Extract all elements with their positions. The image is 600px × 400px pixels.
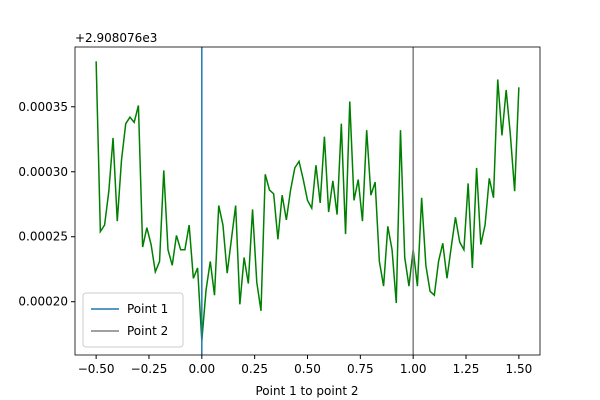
y-tick-label: 0.00035 xyxy=(18,100,68,114)
y-tick-label: 0.00030 xyxy=(18,165,68,179)
legend-label: Point 2 xyxy=(127,324,168,338)
y-offset-text: +2.908076e3 xyxy=(75,31,157,45)
data-line xyxy=(95,61,520,341)
x-tick-label: −0.25 xyxy=(131,362,168,376)
y-tick-label: 0.00020 xyxy=(18,295,68,309)
x-tick-label: 1.50 xyxy=(506,362,533,376)
legend-label: Point 1 xyxy=(127,302,168,316)
x-axis-label: Point 1 to point 2 xyxy=(256,384,359,398)
x-tick-label: 1.00 xyxy=(400,362,427,376)
axes-frame xyxy=(74,46,541,356)
x-tick-label: 0.50 xyxy=(294,362,321,376)
x-tick-label: 0.75 xyxy=(347,362,374,376)
x-tick-label: −0.50 xyxy=(78,362,115,376)
legend: Point 1 Point 2 xyxy=(82,292,184,348)
x-tick-label: 0.25 xyxy=(241,362,268,376)
x-tick-label: 0.00 xyxy=(188,362,215,376)
legend-box xyxy=(82,292,184,348)
x-tick-label: 1.25 xyxy=(453,362,480,376)
y-tick-label: 0.00025 xyxy=(18,230,68,244)
